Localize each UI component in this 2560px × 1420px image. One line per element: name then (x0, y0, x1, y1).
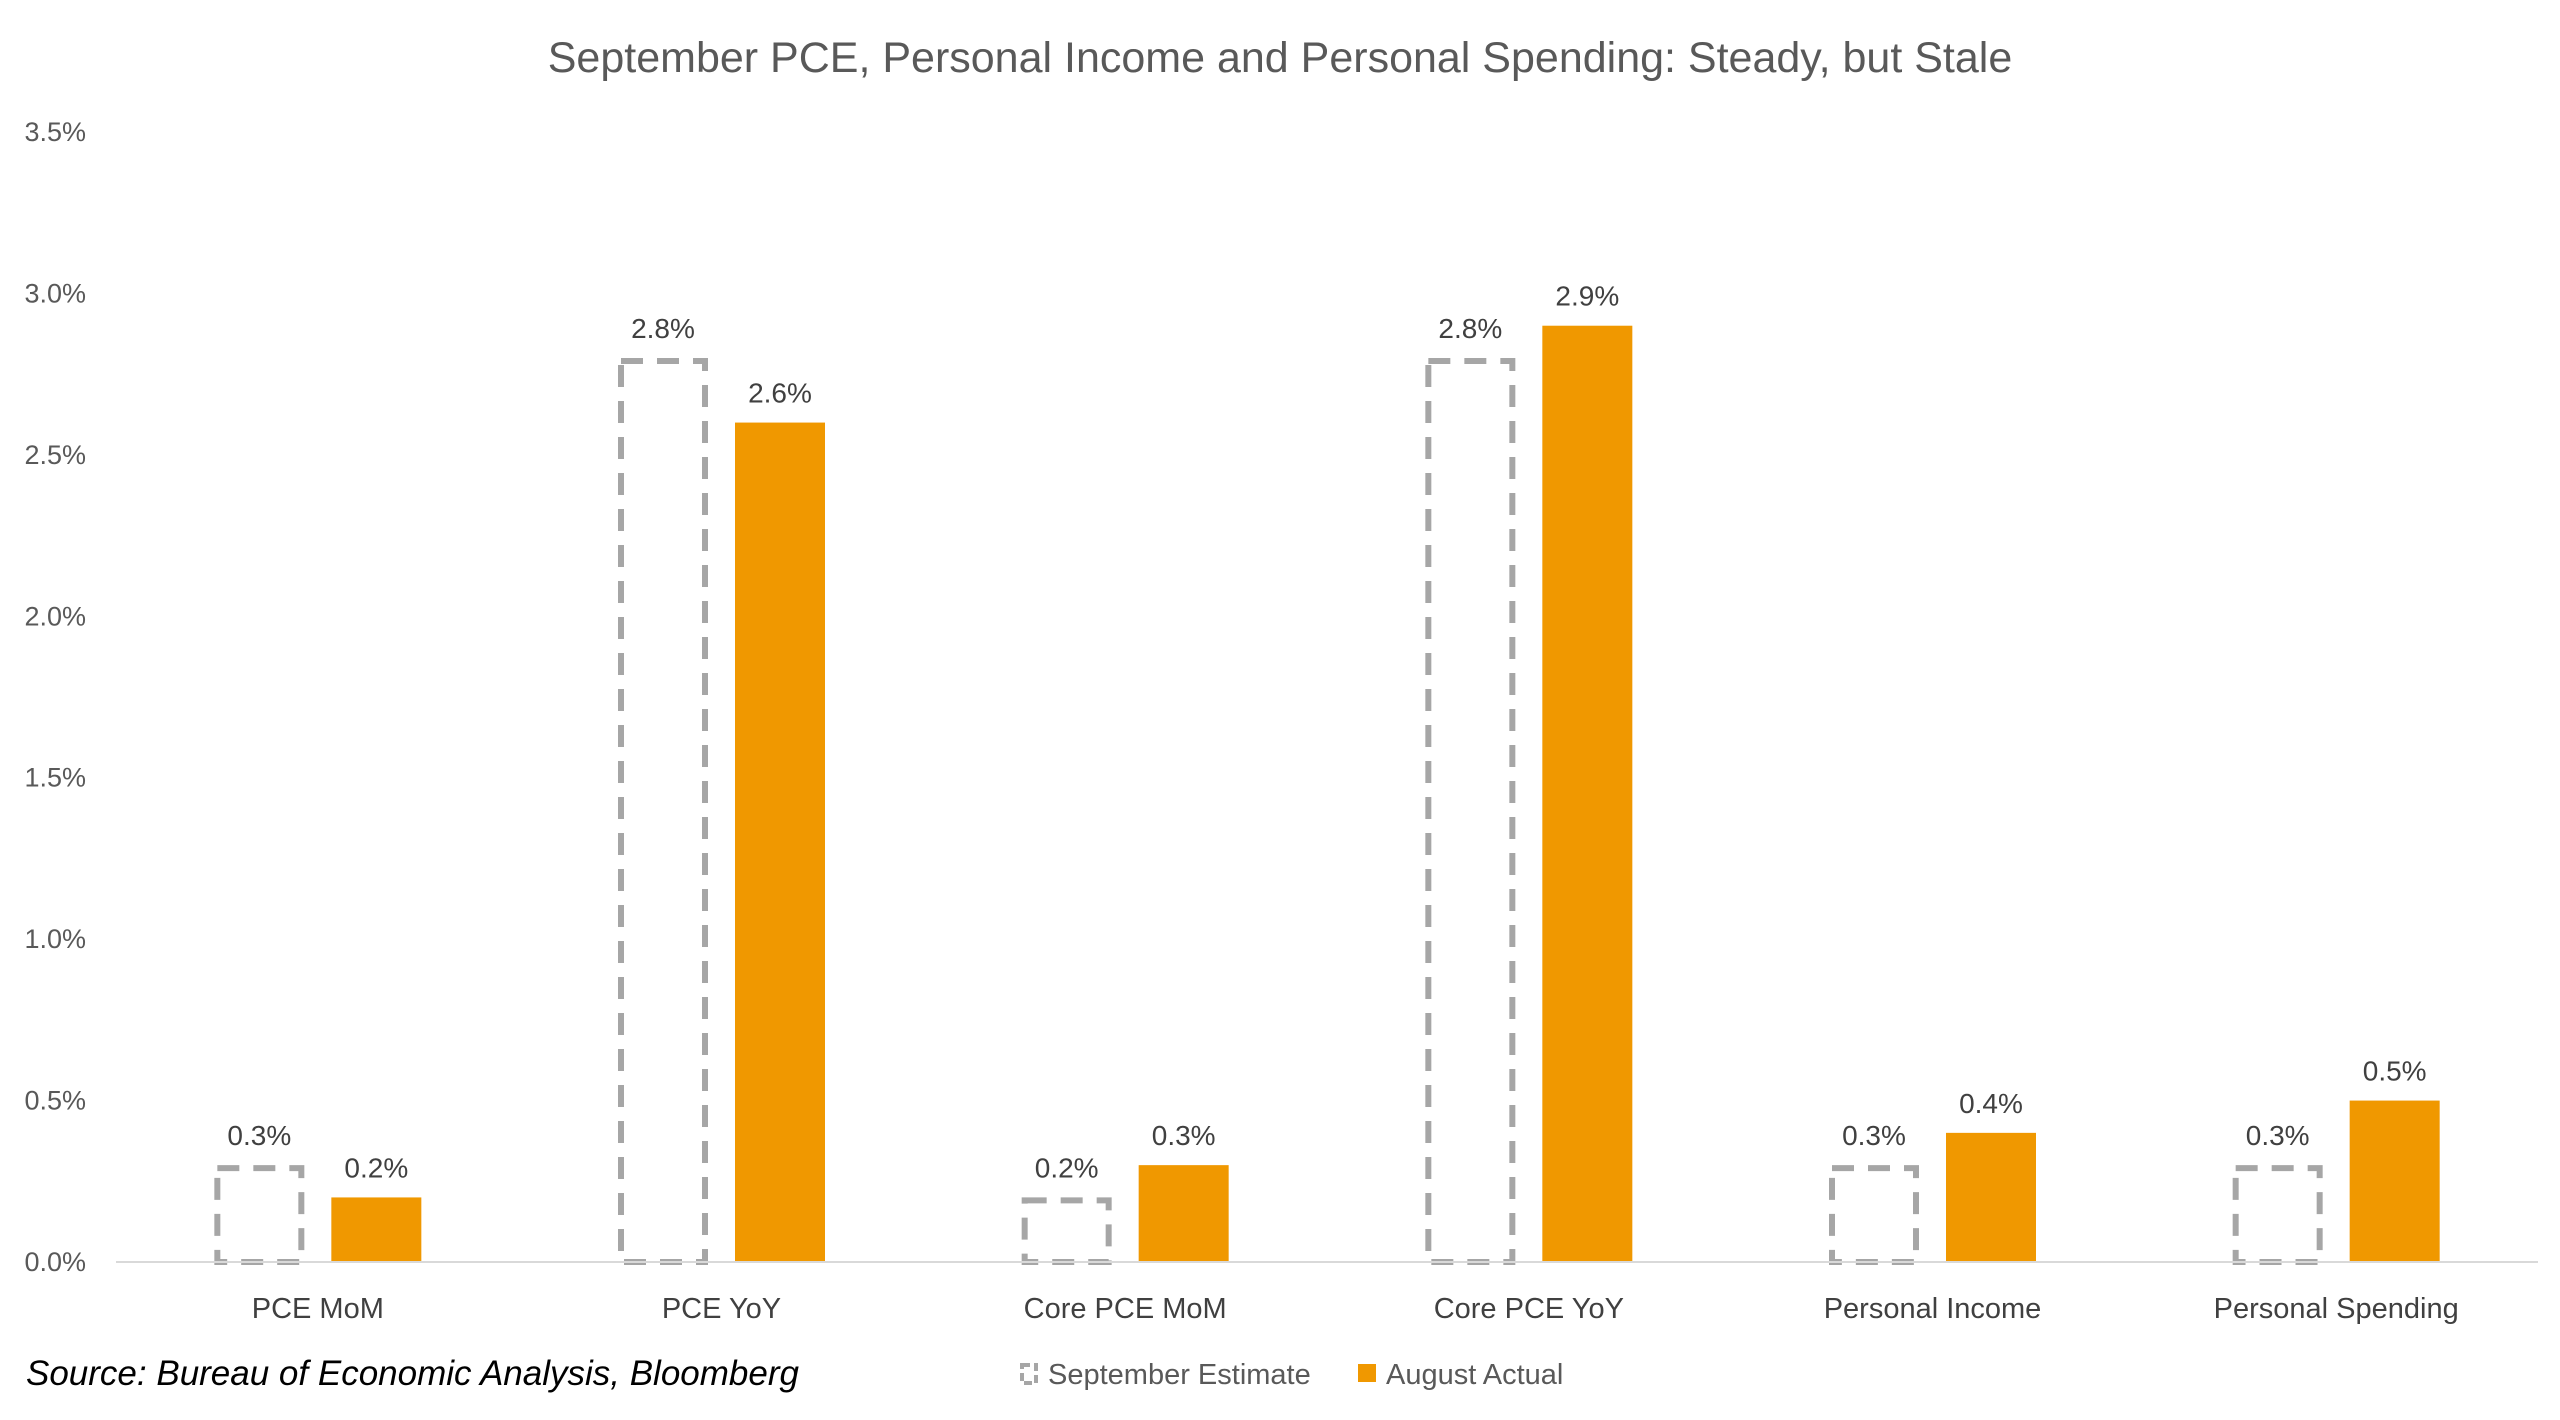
category-label: PCE YoY (662, 1293, 781, 1325)
legend-label-september-estimate: September Estimate (1048, 1359, 1311, 1391)
data-label-september-estimate: 0.2% (1035, 1152, 1099, 1183)
bar-september-estimate (618, 358, 708, 1265)
y-tick-label: 0.5% (24, 1086, 86, 1116)
data-label-august-actual: 2.6% (748, 378, 812, 409)
x-axis-category-labels: PCE MoM PCE YoY Core PCE MoM Core PCE YoY Pe… (252, 1293, 2459, 1325)
bars (214, 325, 2440, 1266)
bar-august-actual (331, 1197, 422, 1262)
data-label-august-actual: 0.5% (2363, 1056, 2427, 1087)
y-tick-label: 2.0% (24, 601, 86, 631)
bar-august-actual (2349, 1100, 2440, 1262)
data-label-august-actual: 0.4% (1959, 1088, 2023, 1119)
data-label-september-estimate: 0.3% (227, 1120, 291, 1151)
y-tick-label: 3.0% (24, 278, 86, 308)
bar-september-estimate (1829, 1165, 1919, 1265)
chart-title: September PCE, Personal Income and Perso… (548, 34, 2012, 82)
bar-september-estimate (214, 1165, 305, 1265)
category-label: Core PCE YoY (1434, 1293, 1624, 1325)
bar-august-actual (1138, 1165, 1229, 1262)
bar-september-estimate (1425, 358, 1516, 1265)
source-note: Source: Bureau of Economic Analysis, Blo… (26, 1354, 800, 1393)
legend: September Estimate August Actual (1020, 1359, 1563, 1391)
data-label-september-estimate: 2.8% (1438, 313, 1502, 344)
y-tick-label: 0.0% (24, 1247, 86, 1277)
data-label-september-estimate: 0.3% (1842, 1120, 1906, 1151)
y-tick-label: 1.0% (24, 924, 86, 954)
category-label: Core PCE MoM (1024, 1293, 1227, 1325)
y-tick-label: 3.5% (24, 117, 86, 147)
bar-august-actual (1542, 325, 1633, 1262)
y-tick-label: 1.5% (24, 763, 86, 793)
category-label: PCE MoM (252, 1293, 384, 1325)
data-label-august-actual: 2.9% (1555, 281, 1619, 312)
category-label: Personal Income (1824, 1293, 2042, 1325)
data-label-august-actual: 0.3% (1152, 1120, 1216, 1151)
bar-august-actual (735, 422, 825, 1263)
data-label-august-actual: 0.2% (344, 1152, 408, 1183)
legend-swatch-august-actual (1358, 1364, 1376, 1382)
data-label-september-estimate: 2.8% (631, 313, 695, 344)
y-axis-ticks: 0.0% 0.5% 1.0% 1.5% 2.0% 2.5% 3.0% 3.5% (24, 117, 86, 1277)
bar-september-estimate (1021, 1197, 1112, 1266)
category-label: Personal Spending (2214, 1293, 2459, 1325)
bar-september-estimate (2232, 1165, 2323, 1265)
y-tick-label: 2.5% (24, 440, 86, 470)
data-label-september-estimate: 0.3% (2246, 1120, 2310, 1151)
data-labels: 0.3% 0.2% 2.8% 2.6% 0.2% 0.3% 2.8% 2.9% 0.3% 0.4%… (227, 281, 2426, 1184)
legend-swatch-september-estimate (1020, 1363, 1038, 1385)
bar-august-actual (1946, 1132, 2036, 1262)
legend-label-august-actual: August Actual (1386, 1359, 1563, 1391)
